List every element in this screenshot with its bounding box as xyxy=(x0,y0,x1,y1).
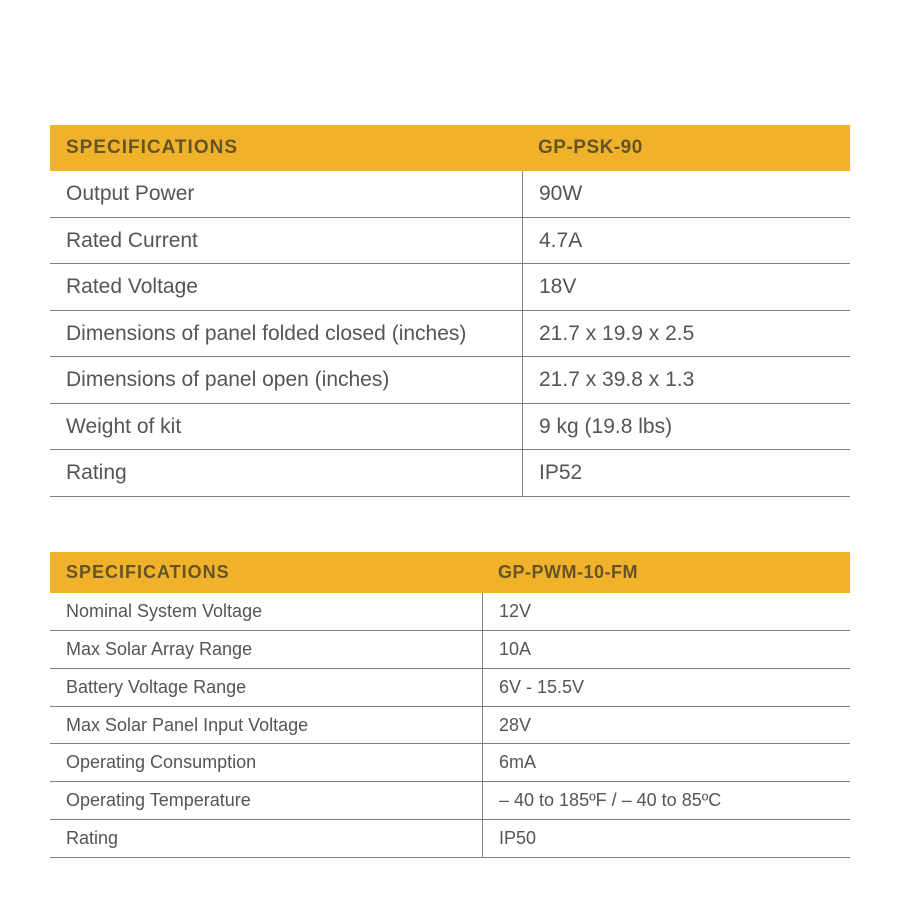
spec-label: Nominal System Voltage xyxy=(50,593,482,631)
table-row: Rated Current4.7A xyxy=(50,218,850,265)
spec-table-1-header: SPECIFICATIONS GP-PSK-90 xyxy=(50,125,850,171)
table-row: RatingIP52 xyxy=(50,450,850,497)
spec-value: 4.7A xyxy=(522,218,850,265)
spec-label: Rating xyxy=(50,820,482,858)
spec-label: Rated Current xyxy=(50,218,522,265)
table-row: RatingIP50 xyxy=(50,820,850,858)
spec-label: Dimensions of panel open (inches) xyxy=(50,357,522,404)
spec-table-2-header-model: GP-PWM-10-FM xyxy=(482,552,850,593)
spec-label: Weight of kit xyxy=(50,404,522,451)
spec-table-2-header-title: SPECIFICATIONS xyxy=(50,552,482,593)
spec-value: – 40 to 185ºF / – 40 to 85ºC xyxy=(482,782,850,820)
table-row: Max Solar Panel Input Voltage28V xyxy=(50,707,850,745)
spec-value: 6V - 15.5V xyxy=(482,669,850,707)
spec-label: Dimensions of panel folded closed (inche… xyxy=(50,311,522,358)
spec-label: Operating Temperature xyxy=(50,782,482,820)
spec-label: Output Power xyxy=(50,171,522,218)
spec-label: Rating xyxy=(50,450,522,497)
table-row: Operating Consumption6mA xyxy=(50,744,850,782)
spec-table-1-body: Output Power90WRated Current4.7ARated Vo… xyxy=(50,171,850,497)
spec-label: Operating Consumption xyxy=(50,744,482,782)
spec-value: 6mA xyxy=(482,744,850,782)
spec-label: Battery Voltage Range xyxy=(50,669,482,707)
table-row: Weight of kit9 kg (19.8 lbs) xyxy=(50,404,850,451)
spec-value: 9 kg (19.8 lbs) xyxy=(522,404,850,451)
spec-value: 10A xyxy=(482,631,850,669)
spec-value: IP52 xyxy=(522,450,850,497)
spec-value: 28V xyxy=(482,707,850,745)
table-row: Operating Temperature– 40 to 185ºF / – 4… xyxy=(50,782,850,820)
table-row: Output Power90W xyxy=(50,171,850,218)
spec-table-2-header: SPECIFICATIONS GP-PWM-10-FM xyxy=(50,552,850,593)
spec-value: 90W xyxy=(522,171,850,218)
spec-table-1-header-model: GP-PSK-90 xyxy=(522,125,850,171)
spec-table-2: SPECIFICATIONS GP-PWM-10-FM Nominal Syst… xyxy=(50,552,850,858)
spec-table-1: SPECIFICATIONS GP-PSK-90 Output Power90W… xyxy=(50,125,850,497)
spec-label: Max Solar Array Range xyxy=(50,631,482,669)
spec-value: 18V xyxy=(522,264,850,311)
table-row: Nominal System Voltage12V xyxy=(50,593,850,631)
table-row: Battery Voltage Range6V - 15.5V xyxy=(50,669,850,707)
spec-value: 12V xyxy=(482,593,850,631)
spec-table-1-header-title: SPECIFICATIONS xyxy=(50,125,522,171)
table-row: Rated Voltage18V xyxy=(50,264,850,311)
table-row: Max Solar Array Range10A xyxy=(50,631,850,669)
spec-table-2-body: Nominal System Voltage12VMax Solar Array… xyxy=(50,593,850,858)
spec-value: 21.7 x 39.8 x 1.3 xyxy=(522,357,850,404)
spec-label: Rated Voltage xyxy=(50,264,522,311)
spec-label: Max Solar Panel Input Voltage xyxy=(50,707,482,745)
spec-value: IP50 xyxy=(482,820,850,858)
table-row: Dimensions of panel folded closed (inche… xyxy=(50,311,850,358)
table-row: Dimensions of panel open (inches)21.7 x … xyxy=(50,357,850,404)
spec-value: 21.7 x 19.9 x 2.5 xyxy=(522,311,850,358)
